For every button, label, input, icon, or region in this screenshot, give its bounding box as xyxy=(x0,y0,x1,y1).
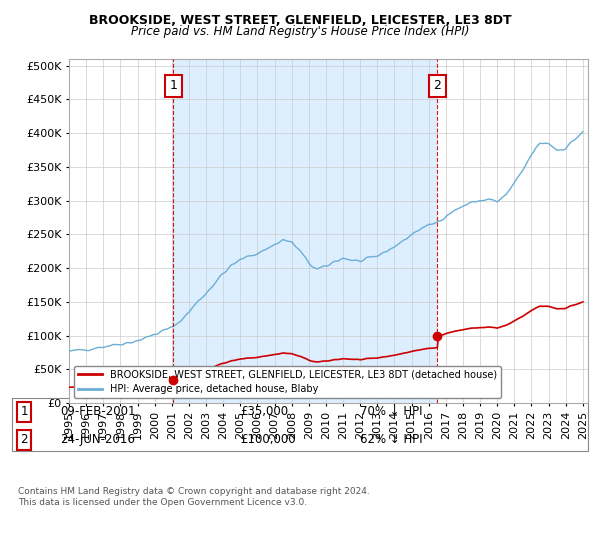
Text: 09-FEB-2001: 09-FEB-2001 xyxy=(60,405,136,418)
Text: 1: 1 xyxy=(20,405,28,418)
Text: 62% ↓ HPI: 62% ↓ HPI xyxy=(360,433,422,446)
Text: Price paid vs. HM Land Registry's House Price Index (HPI): Price paid vs. HM Land Registry's House … xyxy=(131,25,469,38)
Text: 24-JUN-2016: 24-JUN-2016 xyxy=(60,433,135,446)
Text: 2: 2 xyxy=(433,80,441,92)
Bar xyxy=(173,59,437,403)
Text: 70% ↓ HPI: 70% ↓ HPI xyxy=(360,405,422,418)
Text: £100,000: £100,000 xyxy=(240,433,296,446)
Text: BROOKSIDE, WEST STREET, GLENFIELD, LEICESTER, LE3 8DT: BROOKSIDE, WEST STREET, GLENFIELD, LEICE… xyxy=(89,14,511,27)
Text: £35,000: £35,000 xyxy=(240,405,288,418)
Legend: BROOKSIDE, WEST STREET, GLENFIELD, LEICESTER, LE3 8DT (detached house), HPI: Ave: BROOKSIDE, WEST STREET, GLENFIELD, LEICE… xyxy=(74,366,501,398)
Text: 1: 1 xyxy=(170,80,178,92)
Text: 2: 2 xyxy=(20,433,28,446)
Text: Contains HM Land Registry data © Crown copyright and database right 2024.
This d: Contains HM Land Registry data © Crown c… xyxy=(18,487,370,507)
